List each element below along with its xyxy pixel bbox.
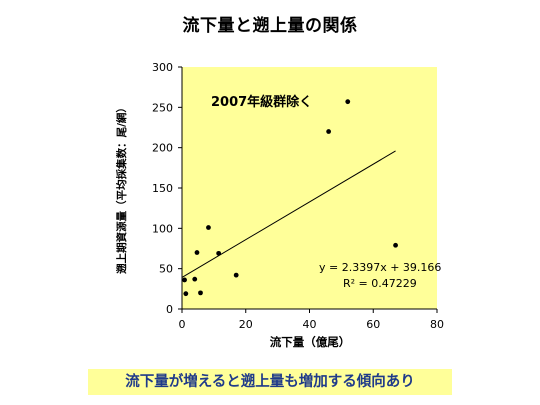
x-tick-label: 40: [303, 318, 317, 331]
conclusion-banner: 流下量が増えると遡上量も増加する傾向あり: [88, 369, 452, 395]
trendline: [181, 150, 396, 278]
scatter-chart: 0 50 100 150 200 250 300 0 20 40 60 80 2007年級群除く y …: [115, 61, 444, 349]
data-point: [206, 225, 211, 230]
data-point: [393, 242, 398, 248]
y-tick-label: 50: [159, 263, 173, 276]
data-point: [216, 250, 222, 256]
x-tick-label: 0: [179, 318, 186, 331]
y-tick-label: 300: [152, 61, 173, 74]
x-tick-label: 20: [239, 318, 253, 331]
data-point: [345, 99, 351, 105]
x-tick-label: 80: [430, 318, 444, 331]
data-point: [192, 276, 198, 282]
axes: 0 50 100 150 200 250 300 0 20 40 60 80: [152, 61, 444, 331]
trendline-group: [181, 150, 396, 278]
regression-equation: y = 2.3397x + 39.166: [319, 261, 441, 274]
data-point: [233, 272, 239, 278]
plot-area: [182, 67, 437, 309]
data-point: [182, 277, 187, 283]
chart-title: 流下量と遡上量の関係: [182, 16, 358, 36]
y-tick-label: 150: [152, 182, 173, 195]
annotation-label: 2007年級群除く: [211, 94, 312, 110]
r-squared-label: R² = 0.47229: [343, 277, 417, 290]
y-tick-label: 0: [166, 303, 173, 316]
y-tick-label: 250: [152, 101, 173, 114]
data-point: [194, 250, 200, 255]
x-tick-label: 60: [366, 318, 380, 331]
x-axis-label: 流下量（億尾）: [270, 335, 351, 349]
data-point: [183, 291, 189, 297]
data-point: [326, 129, 332, 134]
y-axis-label: 遡上期資源量（平均採集数：尾/網）: [115, 102, 128, 274]
data-point: [198, 290, 203, 296]
y-tick-label: 200: [152, 142, 173, 155]
data-points: [182, 99, 398, 297]
y-tick-label: 100: [152, 222, 173, 235]
